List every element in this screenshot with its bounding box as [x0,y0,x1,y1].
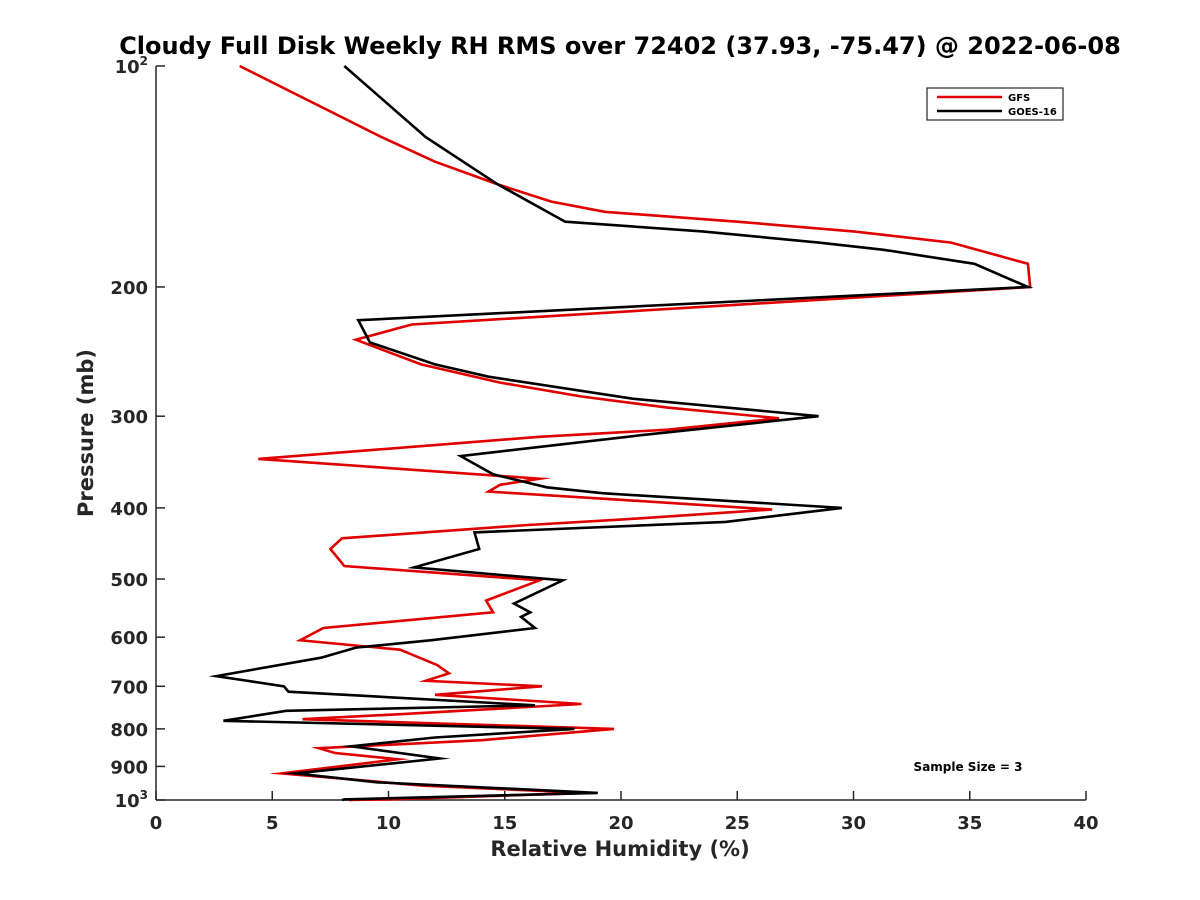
sample-size-annotation: Sample Size = 3 [914,760,1023,774]
y-tick-base: 900 [110,757,148,778]
chart-title: Cloudy Full Disk Weekly RH RMS over 7240… [119,32,1121,60]
y-tick-base: 10 [115,791,140,812]
legend-box [926,87,1064,121]
x-axis-label: Relative Humidity (%) [490,837,749,861]
legend-label: GFS [1008,93,1030,104]
y-tick-base: 300 [110,407,148,428]
y-tick-label: 500 [110,570,148,591]
x-tick-label: 15 [492,813,517,834]
y-tick-label: 300 [110,407,148,428]
y-tick-label: 200 [110,278,148,299]
series-lines [208,64,1034,802]
y-tick-exponent: 2 [140,54,148,68]
x-tick-label: 35 [957,813,982,834]
y-tick-label: 103 [115,788,148,812]
y-tick-base: 10 [115,57,140,78]
y-tick-base: 700 [110,677,148,698]
y-tick-base: 800 [110,720,148,741]
x-tick-label: 20 [608,813,633,834]
legend-label: GOES-16 [1008,107,1057,118]
series-line-gfs [239,64,1032,802]
y-tick-label: 102 [115,54,148,78]
x-tick-label: 40 [1073,813,1098,834]
y-tick-label: 800 [110,720,148,741]
x-tick-label: 10 [376,813,401,834]
series-line-goes-16 [208,65,1034,802]
x-tick-label: 25 [725,813,750,834]
y-tick-label: 900 [110,757,148,778]
y-axis-label: Pressure (mb) [74,349,98,517]
y-tick-exponent: 3 [140,788,148,802]
y-tick-base: 500 [110,570,148,591]
legend: GFS GOES-16 [926,87,1064,121]
x-axis-ticks: 0 5 10 15 20 25 30 35 40 [150,791,1099,834]
y-tick-base: 400 [110,499,148,520]
y-tick-label: 700 [110,677,148,698]
y-tick-base: 200 [110,278,148,299]
y-tick-base: 600 [110,628,148,649]
x-tick-label: 5 [266,813,279,834]
x-tick-label: 0 [150,813,163,834]
x-tick-label: 30 [841,813,866,834]
y-tick-label: 400 [110,499,148,520]
y-tick-label: 600 [110,628,148,649]
